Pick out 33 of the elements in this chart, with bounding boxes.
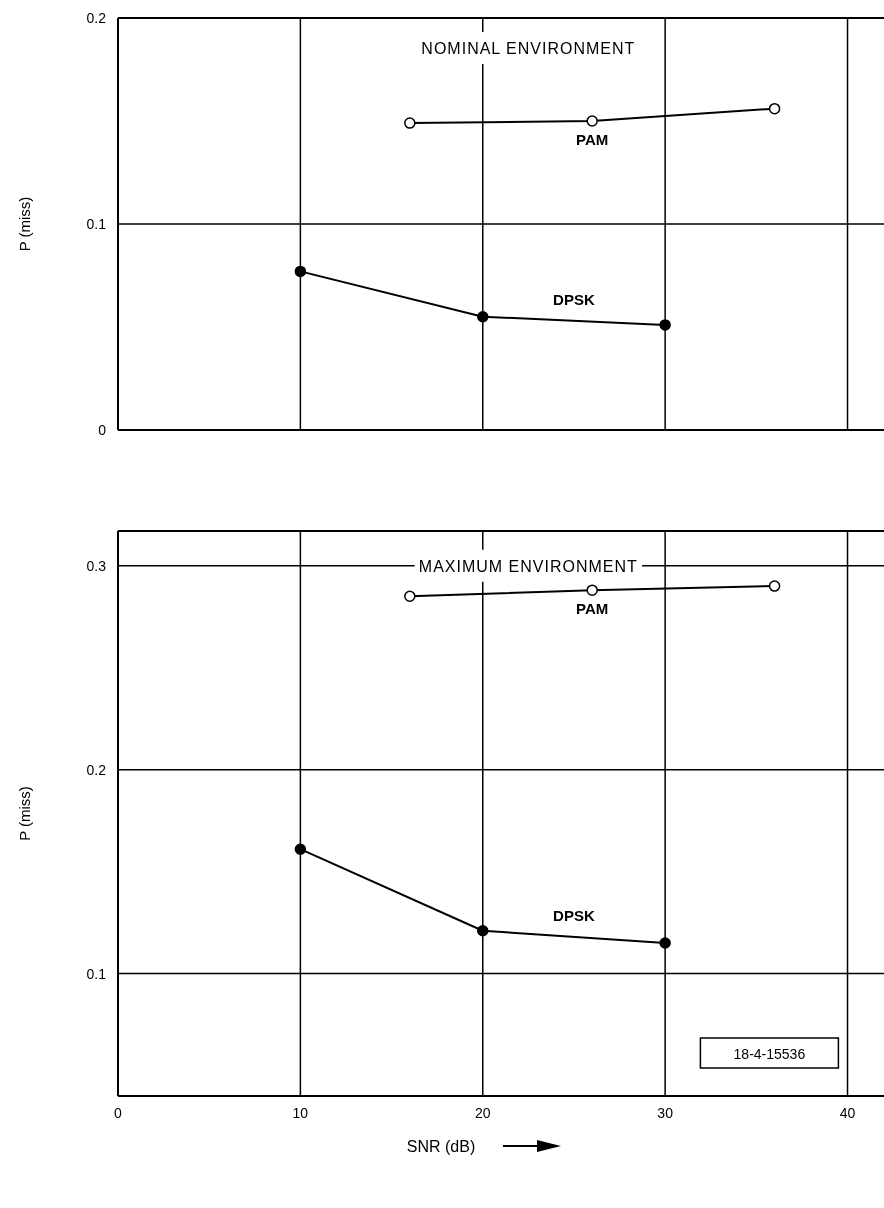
point [477, 310, 489, 323]
series-label: DPSK [553, 290, 595, 308]
y-axis-title: P (miss) [16, 786, 33, 841]
x-tick-label: 0 [114, 1105, 123, 1121]
series-label: DPSK [553, 906, 595, 924]
y-tick-label: 0.2 [86, 761, 107, 778]
y-tick-label: 0.2 [86, 9, 107, 26]
point [768, 102, 781, 115]
x-tick-label: 30 [657, 1105, 674, 1121]
point [404, 117, 416, 129]
point [477, 925, 489, 937]
point [768, 580, 781, 592]
y-tick-label: 0.3 [86, 557, 107, 574]
point [586, 115, 598, 127]
annotation: 18-4-15536 [733, 1046, 806, 1062]
point [294, 843, 307, 855]
y-tick-label: 0 [98, 421, 107, 438]
point [659, 937, 671, 949]
x-tick-label: 10 [292, 1105, 309, 1121]
point [294, 265, 307, 278]
y-tick-label: 0.1 [86, 215, 107, 232]
y-axis-title: P (miss) [16, 196, 33, 252]
text: MAXIMUM ENVIRONMENT [418, 557, 638, 575]
series-label: PAM [576, 600, 609, 618]
point [404, 590, 416, 603]
text: NOMINAL ENVIRONMENT [421, 40, 636, 57]
series-label: PAM [576, 131, 609, 148]
point [586, 584, 598, 596]
x-tick-label: 40 [839, 1105, 856, 1121]
x-tick-label: 20 [474, 1105, 491, 1121]
point [659, 319, 671, 331]
y-tick-label: 0.1 [86, 965, 107, 982]
x-axis-title: SNR (dB) [406, 1138, 476, 1155]
